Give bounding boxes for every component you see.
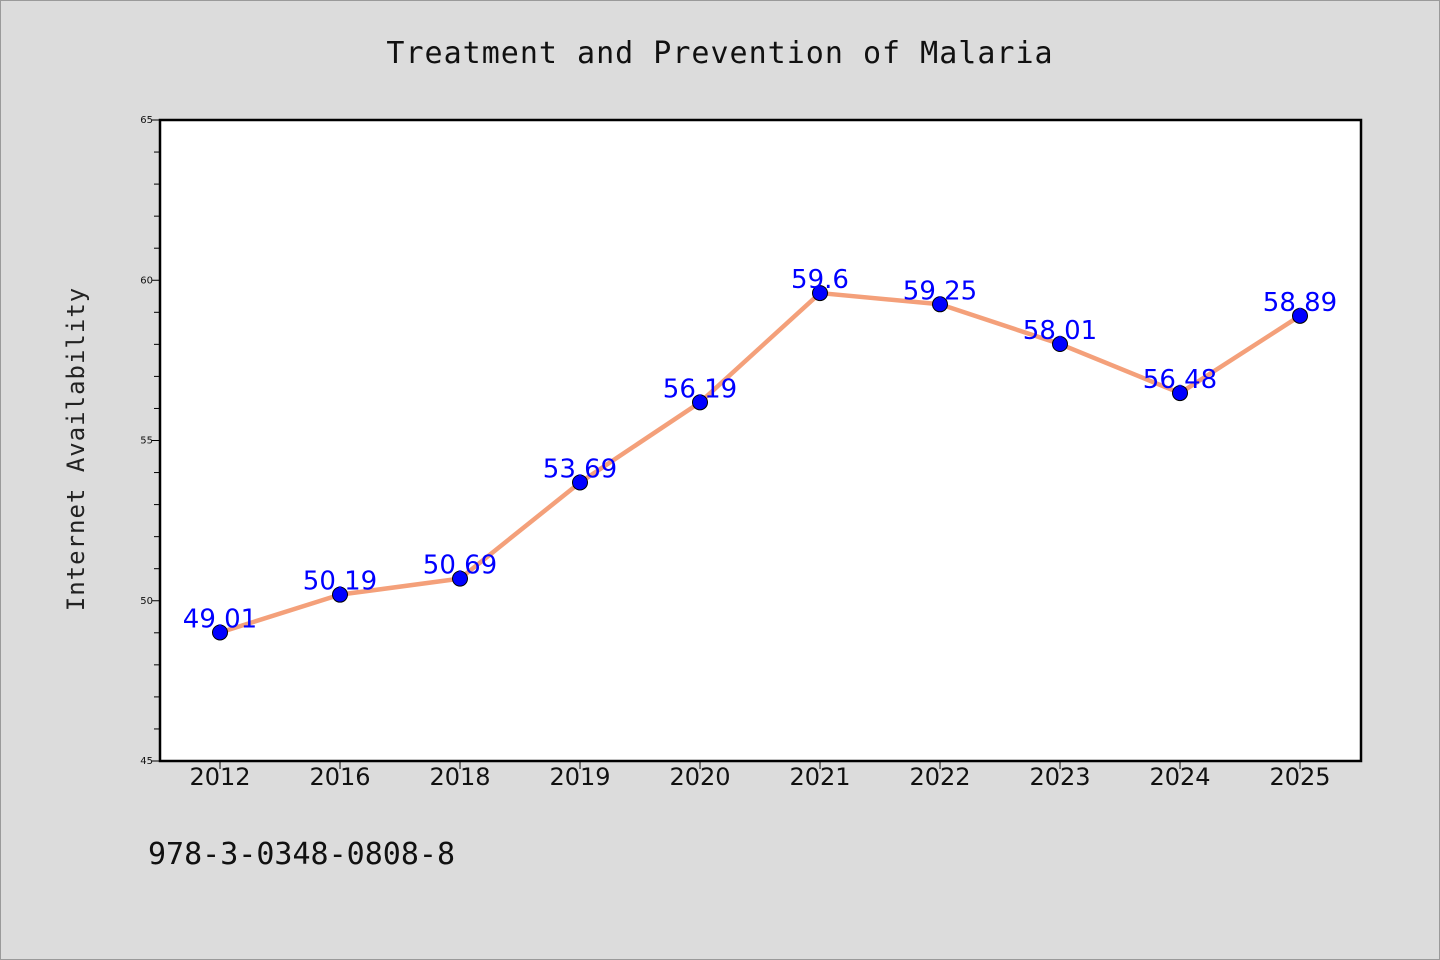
y-tick-label: 50 [140,596,153,607]
x-tick-label: 2023 [1029,763,1090,791]
data-label: 58.89 [1263,288,1337,318]
data-label: 50.69 [423,551,497,581]
data-point [1292,307,1308,324]
x-axis: 2012 2016 2018 2019 2020 2021 2022 2023 2024 2025 [189,761,1331,791]
data-label: 49.01 [183,604,257,634]
data-point [1052,336,1068,353]
y-tick-label: 60 [140,275,153,286]
data-label: 53.69 [543,454,617,484]
data-point [812,285,828,302]
y-tick-label: 45 [140,756,153,767]
data-point [212,624,228,641]
data-label: 58.01 [1023,316,1097,346]
x-tick-label: 2024 [1149,763,1210,791]
data-label: 59.25 [903,276,977,306]
x-tick-label: 2025 [1269,763,1330,791]
y-tick-label: 55 [140,436,153,447]
data-series [212,285,1308,641]
plot-area [158,118,1363,763]
y-axis: 45 50 55 60 65 [140,115,160,767]
x-tick-label: 2022 [909,763,970,791]
data-point [452,570,468,587]
x-tick-label: 2018 [429,763,490,791]
x-tick-label: 2012 [189,763,250,791]
data-label: 56.19 [663,374,737,404]
data-point [932,296,948,313]
data-label: 59.6 [791,265,849,295]
chart-title: Treatment and Prevention of Malaria [386,36,1053,71]
data-point [692,394,708,411]
x-tick-label: 2019 [549,763,610,791]
data-labels: 49.01 50.19 50.69 53.69 56.19 59.6 59.25 58.01 5… [183,265,1337,634]
y-tick-label: 65 [140,115,153,126]
data-point [1172,385,1188,402]
series-line [217,290,1303,635]
data-label: 56.48 [1143,365,1217,395]
x-tick-label: 2021 [789,763,850,791]
isbn-text: 978-3-0348-0808-8 [148,837,455,872]
x-tick-label: 2016 [309,763,370,791]
y-axis-label: Internet Availability [62,287,90,611]
data-point [572,474,588,491]
data-label: 50.19 [303,567,377,597]
x-tick-label: 2020 [669,763,730,791]
data-point [332,586,348,603]
